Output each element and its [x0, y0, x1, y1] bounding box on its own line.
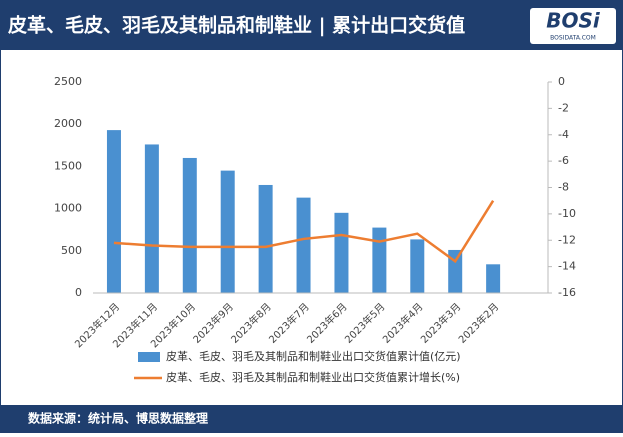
y-tick-label: 2000	[54, 117, 82, 130]
bar	[182, 157, 197, 293]
y2-tick-label: -10	[558, 207, 576, 220]
bar	[106, 130, 121, 293]
y2-tick-label: -4	[558, 128, 569, 141]
y2-tick-label: 0	[558, 75, 565, 88]
y-tick-label: 1000	[54, 202, 82, 215]
y2-tick-label: -2	[558, 101, 569, 114]
y2-tick-label: -6	[558, 154, 569, 167]
bar	[448, 249, 463, 293]
y-tick-label: 2500	[54, 75, 82, 88]
logo-sub: BOSIDATA.COM	[550, 35, 596, 42]
y2-tick-label: -12	[558, 233, 576, 246]
y2-tick-label: -14	[558, 260, 576, 273]
y2-tick-label: -16	[558, 286, 576, 299]
bar	[372, 227, 387, 293]
legend-swatch	[138, 352, 160, 362]
y-tick-label: 1500	[54, 159, 82, 172]
y-tick-label: 500	[61, 244, 82, 257]
header-bar	[0, 0, 623, 50]
bar	[144, 144, 159, 293]
source: 数据来源：统计局、博思数据整理	[28, 411, 208, 426]
line	[113, 200, 495, 264]
bar	[296, 197, 311, 293]
logo-box	[530, 8, 616, 44]
logo: BOSi	[546, 9, 601, 33]
y2-tick-label: -8	[558, 181, 569, 194]
bar	[410, 239, 425, 293]
bar	[486, 264, 501, 293]
bar	[258, 184, 273, 293]
legend-label: 皮革、毛皮、羽毛及其制品和制鞋业出口交货值累计值(亿元)	[166, 349, 461, 363]
y-tick-label: 0	[75, 286, 82, 299]
footer-bar	[0, 405, 623, 433]
bar	[334, 212, 349, 293]
legend-label: 皮革、毛皮、羽毛及其制品和制鞋业出口交货值累计增长(%)	[166, 370, 460, 384]
title: 皮革、毛皮、羽毛及其制品和制鞋业 | 累计出口交货值	[8, 14, 465, 37]
bar	[220, 170, 235, 293]
